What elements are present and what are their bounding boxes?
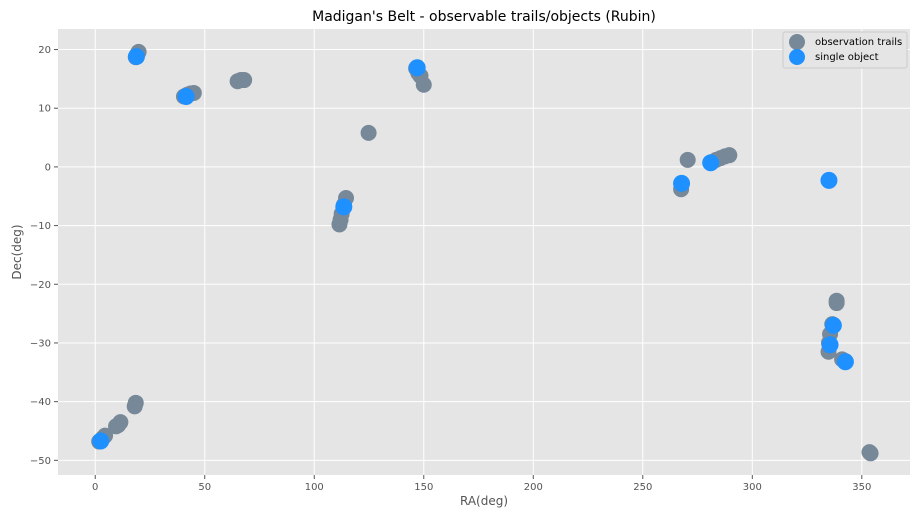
single-object-point	[821, 336, 839, 354]
observation-trail-point	[721, 147, 738, 164]
y-tick-label: 0	[45, 162, 51, 173]
legend-label-single-object: single object	[815, 52, 879, 63]
x-axis-label: RA(deg)	[460, 494, 508, 508]
observation-trail-point	[679, 151, 696, 168]
y-tick-label: 10	[38, 104, 51, 115]
y-tick-label: −20	[30, 280, 51, 291]
y-tick-label: −50	[30, 456, 51, 467]
observation-trail-point	[828, 295, 845, 312]
single-object-point	[824, 316, 842, 334]
observation-trail-point	[236, 72, 253, 89]
legend-label-observation-trails: observation trails	[815, 37, 902, 48]
x-tick-label: 300	[743, 482, 762, 493]
y-tick-label: 20	[38, 45, 51, 56]
legend-box	[782, 31, 908, 69]
observation-trail-point	[360, 124, 377, 141]
x-tick-label: 150	[414, 482, 433, 493]
x-tick-label: 200	[524, 482, 543, 493]
single-object-point	[177, 87, 195, 105]
observation-trail-point	[126, 398, 143, 415]
chart-title: Madigan's Belt - observable trails/objec…	[312, 9, 656, 25]
data-points	[91, 43, 879, 462]
tick-labels: 0 50 100 150 200 250 300 35020100−10−20−30−40−5…	[30, 45, 871, 493]
legend: observation trails single object	[782, 31, 908, 69]
observation-trail-point	[862, 445, 879, 462]
x-tick-label: 0	[92, 482, 98, 493]
y-tick-label: −30	[30, 338, 51, 349]
x-tick-label: 100	[305, 482, 324, 493]
plot-background	[58, 29, 910, 475]
single-object-point	[408, 59, 426, 77]
single-object-point	[673, 174, 691, 192]
y-axis-label: Dec(deg)	[10, 224, 24, 279]
y-tick-label: −40	[30, 397, 51, 408]
x-tick-label: 50	[198, 482, 211, 493]
observation-trail-point	[108, 418, 125, 435]
x-tick-label: 350	[852, 482, 871, 493]
y-tick-label: −10	[30, 221, 51, 232]
single-object-point	[335, 198, 353, 216]
single-object-point	[820, 171, 838, 189]
observation-trail-point	[415, 76, 432, 93]
single-object-point	[836, 353, 854, 371]
x-tick-label: 250	[633, 482, 652, 493]
single-object-point	[702, 154, 720, 172]
single-object-point	[127, 48, 145, 66]
single-object-point	[92, 432, 110, 450]
grid-lines	[58, 29, 910, 475]
legend-marker-observation-trails	[789, 34, 805, 50]
legend-marker-single-object	[789, 49, 805, 65]
